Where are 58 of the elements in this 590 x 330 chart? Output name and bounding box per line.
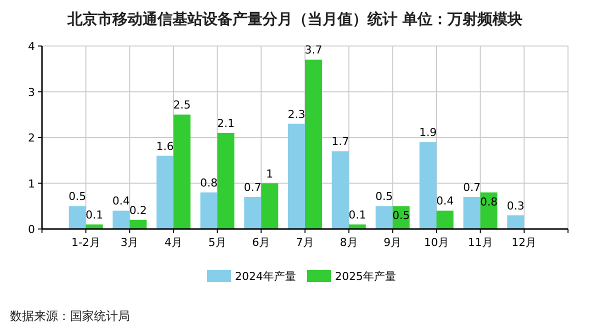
data-label: 3.7 <box>304 44 322 57</box>
bar <box>156 156 174 229</box>
legend-label: 2024年产量 <box>235 270 296 283</box>
data-label: 0.7 <box>463 180 481 194</box>
data-label: 2.1 <box>217 116 235 130</box>
y-tick-label: 4 <box>28 40 35 53</box>
x-tick-label: 10月 <box>424 236 449 249</box>
bar <box>436 210 454 229</box>
y-tick-label: 1 <box>28 177 35 190</box>
data-label: 0.1 <box>348 208 366 222</box>
data-label: 1.7 <box>332 135 350 148</box>
y-tick-label: 3 <box>28 86 35 99</box>
bar <box>305 60 322 229</box>
bar <box>332 151 349 229</box>
x-tick-label: 6月 <box>252 236 270 249</box>
data-label: 2.3 <box>288 108 306 121</box>
data-label: 0.2 <box>129 204 147 217</box>
data-label: 0.4 <box>436 194 454 208</box>
data-label: 0.5 <box>392 209 410 222</box>
data-label: 0.3 <box>506 199 524 212</box>
bar <box>463 196 480 229</box>
x-tick-label: 8月 <box>340 236 358 249</box>
bar <box>288 124 305 229</box>
bar <box>217 132 234 229</box>
bar <box>130 220 147 229</box>
data-label: 0.1 <box>86 208 104 222</box>
y-tick-label: 2 <box>28 132 35 144</box>
data-label: 0.8 <box>480 195 498 208</box>
x-tick-label: 3月 <box>120 236 139 249</box>
data-label: 1.9 <box>419 126 437 140</box>
x-tick-label: 4月 <box>164 236 182 249</box>
data-label: 0.4 <box>112 194 130 208</box>
x-tick-label: 11月 <box>468 236 493 249</box>
data-label: 0.8 <box>200 176 218 190</box>
y-tick-label: 0 <box>28 223 35 236</box>
data-label: 1 <box>266 167 274 180</box>
x-tick-label: 5月 <box>208 236 226 249</box>
bar <box>420 142 436 229</box>
bar <box>376 206 393 229</box>
data-label: 0.7 <box>244 180 262 194</box>
data-label: 1.6 <box>156 140 174 153</box>
bar <box>244 196 262 229</box>
bar <box>507 215 524 229</box>
x-tick-label: 12月 <box>512 236 537 249</box>
bar <box>261 183 278 229</box>
data-label: 0.5 <box>375 190 393 204</box>
bar <box>68 206 86 229</box>
x-tick-label: 9月 <box>384 236 402 249</box>
bar <box>174 114 190 229</box>
chart-title: 北京市移动通信基站设备产量分月（当月值）统计 单位：万射频模块 <box>66 10 523 28</box>
data-label: 2.5 <box>173 98 191 112</box>
data-label: 0.5 <box>68 190 86 204</box>
bar <box>200 192 218 229</box>
x-tick-label: 7月 <box>296 236 314 249</box>
x-tick-label: 1-2月 <box>71 236 100 249</box>
bar <box>112 210 130 229</box>
legend-label: 2025年产量 <box>335 270 396 283</box>
source-note: 数据来源：国家统计局 <box>10 309 130 323</box>
